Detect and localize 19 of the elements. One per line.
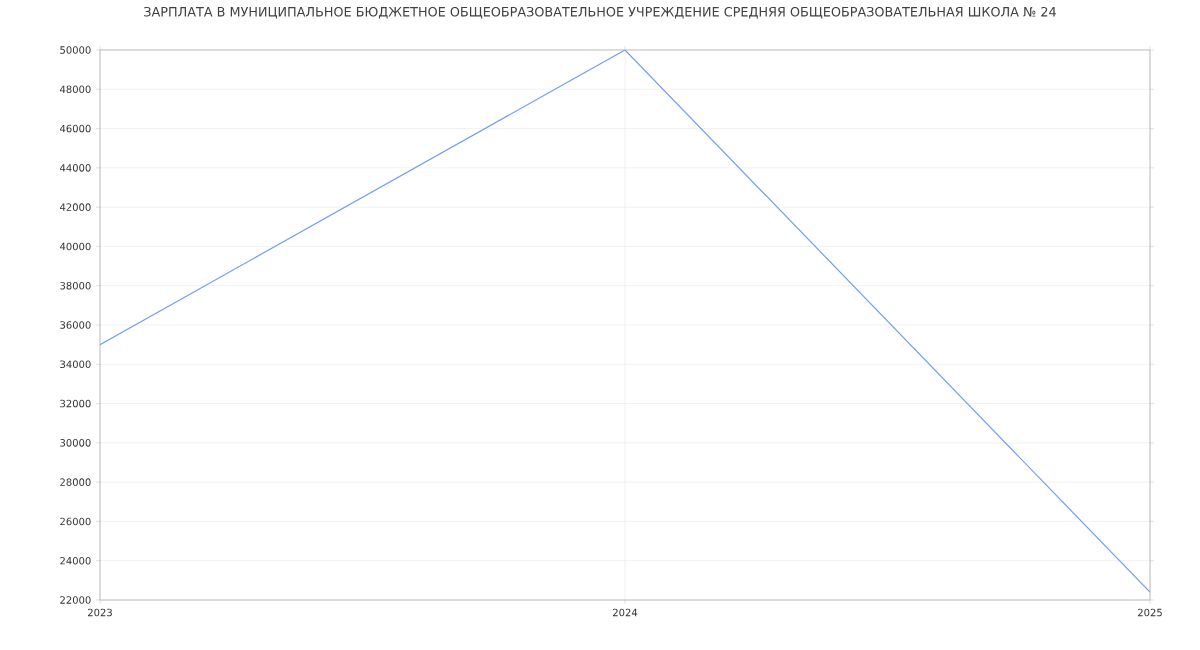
y-tick-label: 44000	[59, 164, 91, 172]
y-tick-label: 26000	[60, 517, 91, 526]
y-tick-label: 22000	[60, 596, 91, 604]
x-tick-label: 2025	[1138, 608, 1162, 617]
y-tick-label: 36000	[60, 321, 91, 329]
y-tick-label: 38000	[60, 281, 91, 290]
y-tick-label: 28000	[60, 478, 91, 486]
y-tick-label: 32000	[60, 399, 91, 408]
y-tick-label: 48000	[59, 85, 91, 94]
y-tick-label: 30000	[60, 439, 91, 447]
x-tick-label: 2023	[88, 608, 112, 617]
y-tick-label: 40000	[59, 242, 91, 251]
y-tick-label: 42000	[59, 203, 91, 211]
y-tick-label: 24000	[60, 556, 91, 565]
y-tick-label: 46000	[59, 124, 91, 133]
y-tick-label: 50000	[60, 46, 91, 54]
y-tick-label: 34000	[60, 360, 91, 369]
x-tick-label: 2024	[613, 608, 638, 617]
chart-title: ЗАРПЛАТА В МУНИЦИПАЛЬНОЕ БЮДЖЕТНОЕ ОБЩЕОБРАЗОВАТЕЛЬНОЕ УЧРЕЖДЕНИЕ СРЕДНЯЯ ОБЩЕОБРАЗОВАТЕЛЬНАЯ ШКОЛА № 24	[144, 6, 1056, 19]
